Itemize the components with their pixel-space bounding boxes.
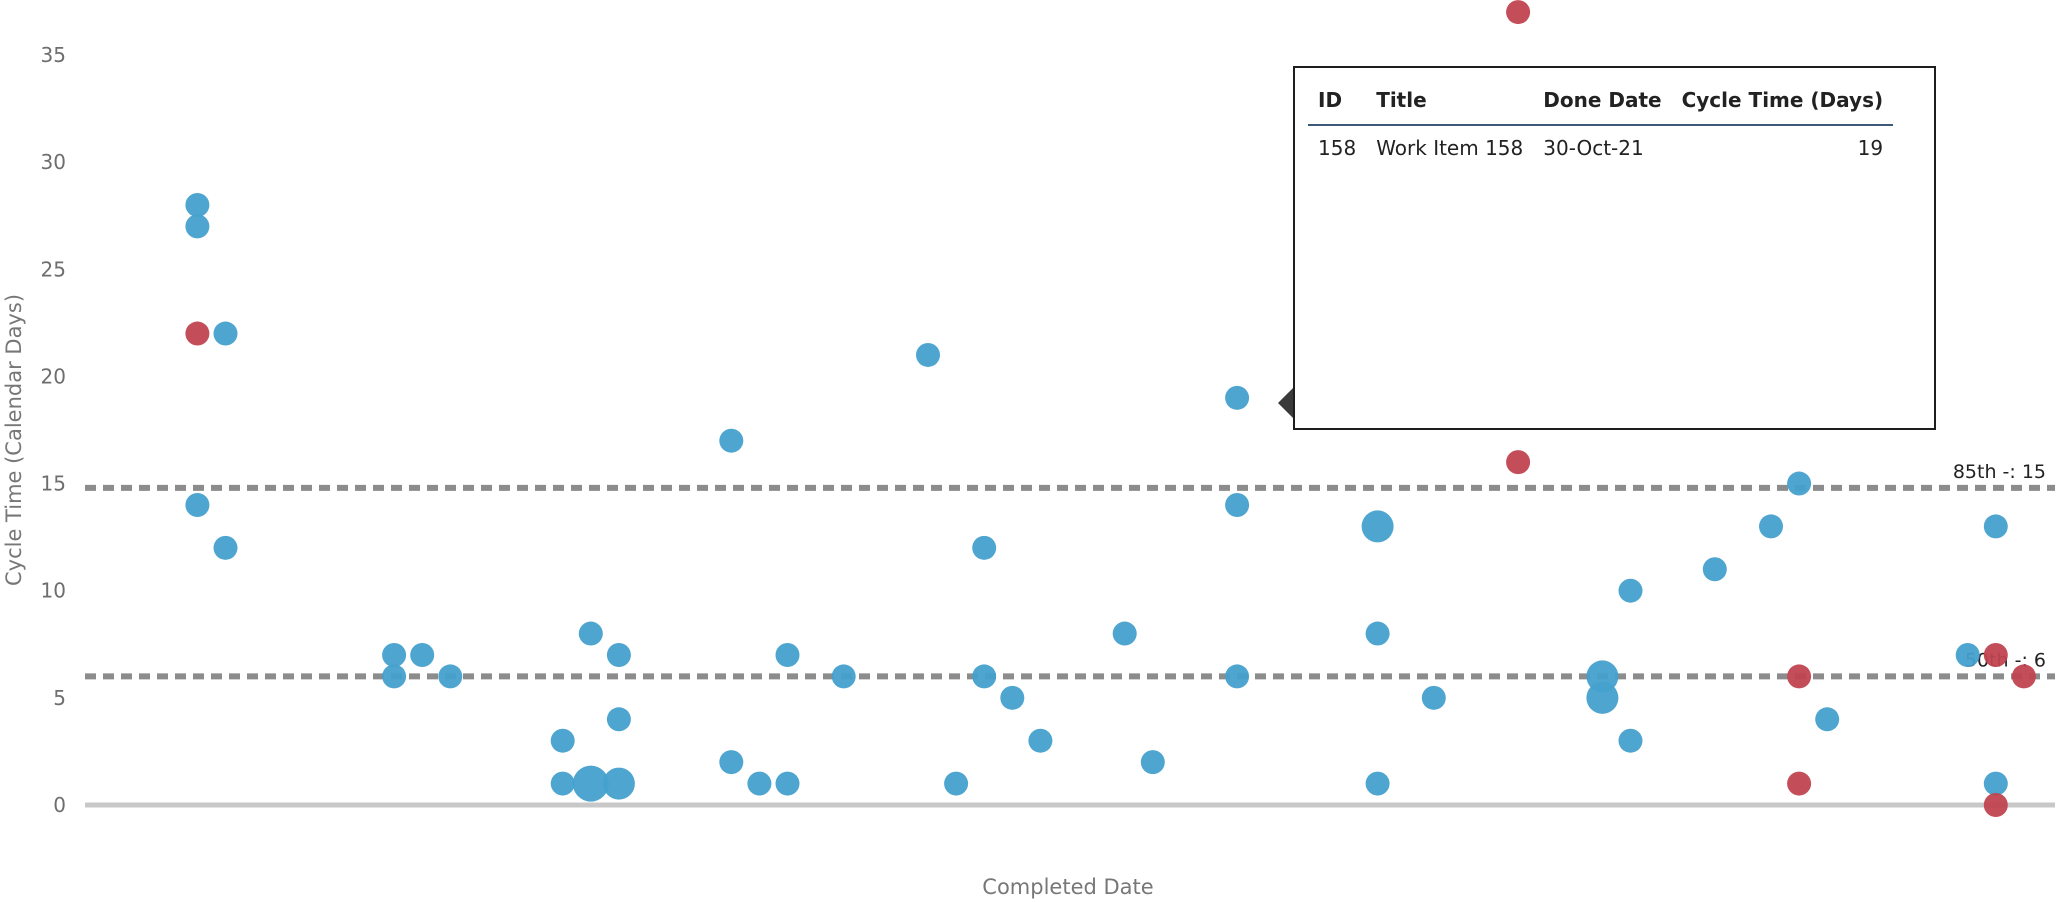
data-point[interactable] [213,321,238,346]
data-point[interactable] [1112,621,1137,646]
data-point[interactable] [747,771,772,796]
tooltip-pointer [1278,388,1293,418]
data-point[interactable] [1983,793,2008,817]
data-point[interactable] [1361,510,1394,543]
tooltip-header-row: ID Title Done Date Cycle Time (Days) [1308,78,1894,126]
y-tick-label: 5 [53,686,66,710]
data-point[interactable] [185,321,210,346]
data-point[interactable] [382,664,407,689]
data-point[interactable] [1955,642,1980,667]
tooltip-header-done-date: Done Date [1533,78,1672,126]
data-point[interactable] [1983,514,2008,539]
data-point[interactable] [775,642,800,667]
tooltip-cell-done-date: 30-Oct-21 [1543,136,1644,160]
data-point[interactable] [916,342,940,367]
data-point[interactable] [550,771,575,796]
percentile-lines: 85th -: 1550th -: 6 [85,461,2055,680]
data-point[interactable] [1000,685,1025,710]
data-point[interactable] [606,642,631,667]
tooltip-card: ID Title Done Date Cycle Time (Days) 158… [1293,66,1936,430]
y-tick-label: 0 [53,793,66,817]
data-point[interactable] [1759,514,1783,539]
tooltip-row: 158 Work Item 158 30-Oct-21 19 [1308,125,1893,170]
x-axis-title: Completed Date [982,875,1153,899]
data-point[interactable] [438,664,463,689]
y-tick-label: 30 [41,150,66,174]
data-point[interactable] [831,664,856,689]
data-point[interactable] [1365,771,1390,796]
data-point[interactable] [1028,728,1053,753]
data-point[interactable] [1140,750,1165,775]
data-point[interactable] [719,428,744,453]
data-point[interactable] [578,621,603,646]
data-point[interactable] [410,642,435,667]
data-point[interactable] [602,767,635,800]
y-axis-title: Cycle Time (Calendar Days) [2,294,26,586]
data-point[interactable] [1225,385,1250,410]
data-point[interactable] [719,750,744,775]
data-point[interactable] [185,192,210,217]
data-point[interactable] [944,771,969,796]
data-point[interactable] [1506,0,1531,25]
data-point[interactable] [1225,492,1250,517]
y-tick-label: 35 [41,43,66,67]
data-point[interactable] [572,765,609,802]
tooltip-header-title: Title [1366,78,1534,126]
data-point[interactable] [1787,471,1812,496]
data-point[interactable] [775,771,800,796]
data-point[interactable] [382,642,407,667]
y-axis-ticks: 0 5 10 15 20 25 30 35 [41,43,66,817]
tooltip-cell-cycle-time: 19 [1857,136,1884,160]
percentile-label: 85th -: 15 [1953,461,2046,483]
tooltip-table: ID Title Done Date Cycle Time (Days) 158… [1308,78,1894,170]
data-point[interactable] [1618,578,1643,603]
data-point[interactable] [185,214,210,239]
data-point[interactable] [1365,621,1390,646]
y-tick-label: 10 [41,579,66,603]
data-point[interactable] [1815,707,1840,732]
y-tick-label: 20 [41,364,66,388]
data-point[interactable] [1618,728,1643,753]
data-point[interactable] [972,664,997,689]
data-point[interactable] [1586,681,1619,714]
data-point[interactable] [1506,450,1531,475]
tooltip-cell-title: Work Item 158 [1376,136,1524,160]
tooltip-cell-id: 158 [1318,136,1357,160]
data-point[interactable] [972,535,997,560]
data-points[interactable] [185,0,2036,817]
data-point[interactable] [1702,557,1727,582]
data-point[interactable] [1787,771,1812,796]
data-point[interactable] [1983,642,2008,667]
tooltip-header-cycle-time: Cycle Time (Days) [1671,78,1894,126]
data-point[interactable] [2011,664,2036,689]
data-point[interactable] [1787,664,1812,689]
data-point[interactable] [550,728,575,753]
data-point[interactable] [606,707,631,732]
data-point[interactable] [1421,685,1446,710]
tooltip-header-id: ID [1308,78,1367,126]
y-tick-label: 15 [41,472,66,496]
data-point[interactable] [185,492,210,517]
data-point[interactable] [1983,771,2008,796]
data-point[interactable] [1225,664,1250,689]
y-tick-label: 25 [41,257,66,281]
data-point[interactable] [213,535,238,560]
